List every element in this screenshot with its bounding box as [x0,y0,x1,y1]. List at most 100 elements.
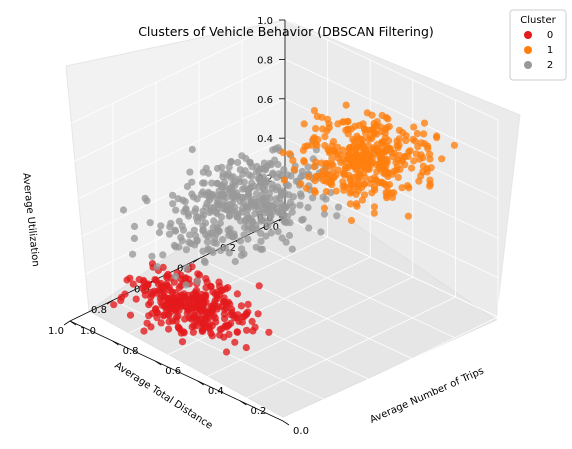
cluster-2-point [191,241,199,249]
cluster-1-point [304,173,312,181]
cluster-0-point [197,299,206,307]
cluster-0-point [165,318,173,326]
cluster-1-point [438,155,446,163]
cluster-0-point [157,319,165,327]
cluster-1-point [336,151,344,159]
cluster-2-point [189,193,198,201]
cluster-0-point [249,327,257,335]
cluster-1-point [325,124,333,132]
cluster-1-point [313,112,321,120]
cluster-0-point [140,327,148,335]
legend-label-2: 2 [547,60,553,71]
cluster-0-point [201,319,209,327]
cluster-2-point [199,188,207,196]
cluster-0-point [182,302,190,310]
cluster-1-point [279,149,287,157]
cluster-2-point [219,236,227,244]
cluster-2-point [261,209,269,217]
cluster-0-point [208,332,216,340]
cluster-2-point [186,168,194,176]
cluster-2-point [179,226,188,234]
cluster-2-point [233,213,241,221]
cluster-2-point [259,173,267,181]
cluster-1-point [373,168,381,176]
cluster-2-point [208,179,216,187]
cluster-2-point [223,201,231,210]
legend: Cluster 0 1 2 [509,9,567,81]
cluster-2-point [182,205,190,213]
cluster-0-point [227,311,235,319]
cluster-2-point [322,195,330,203]
cluster-1-point [310,163,318,171]
y-tick-label: 0.6 [165,366,181,377]
cluster-1-point [313,141,321,149]
cluster-2-point [171,226,179,234]
cluster-1-point [352,190,360,198]
cluster-2-point [259,165,267,173]
cluster-1-point [394,144,402,152]
cluster-2-point [259,190,267,198]
cluster-0-point [176,300,184,308]
cluster-0-point [244,300,252,308]
cluster-0-point [195,271,204,279]
cluster-0-point [218,325,226,333]
cluster-1-point [358,156,366,164]
cluster-2-point [297,173,305,181]
cluster-0-point [224,284,232,292]
cluster-2-point [182,246,190,254]
cluster-1-point [289,156,297,164]
x-tick-label: 0.0 [263,222,279,233]
cluster-2-point [240,250,248,258]
cluster-2-point [241,217,249,225]
cluster-2-point [267,229,275,237]
cluster-2-point [297,192,305,200]
cluster-0-point [189,314,198,322]
cluster-2-point [280,166,288,174]
cluster-1-point [382,159,390,167]
cluster-0-point [152,306,160,314]
cluster-1-point [369,158,377,166]
cluster-2-point [286,198,295,206]
cluster-1-point [352,200,360,208]
cluster-1-point [317,159,326,167]
cluster-0-point [160,312,168,320]
cluster-2-point [304,163,312,171]
cluster-1-point [358,196,366,204]
cluster-2-point [119,206,128,214]
cluster-0-point [138,284,146,292]
cluster-2-point [229,193,237,201]
cluster-2-point [199,168,207,176]
z-tick-label: 0.6 [257,95,273,106]
cluster-1-point [384,115,392,123]
cluster-2-point [169,191,177,199]
cluster-2-point [130,234,138,242]
cluster-2-point [165,230,174,238]
cluster-1-point [328,155,336,163]
cluster-1-point [280,176,288,184]
cluster-0-point [146,298,155,307]
cluster-2-point [200,257,208,265]
cluster-2-point [206,208,214,217]
cluster-0-point [233,314,241,322]
cluster-0-point [206,325,214,333]
cluster-1-point [420,119,429,127]
cluster-2-point [157,222,165,230]
cluster-0-point [181,295,189,303]
cluster-0-point [224,298,232,306]
cluster-2-point [281,218,289,226]
cluster-1-point [398,184,406,192]
cluster-2-point [221,244,230,252]
cluster-2-point [252,225,261,233]
cluster-1-point [358,183,366,192]
cluster-2-point [226,211,234,219]
cluster-1-point [424,144,432,153]
cluster-2-point [155,228,163,237]
cluster-1-point [383,142,391,150]
cluster-2-point [246,158,254,166]
x-tick-label: 1.0 [48,326,64,337]
cluster-0-point [189,303,197,311]
cluster-2-point [285,231,294,240]
cluster-1-point [367,175,375,183]
cluster-0-point [233,328,241,336]
